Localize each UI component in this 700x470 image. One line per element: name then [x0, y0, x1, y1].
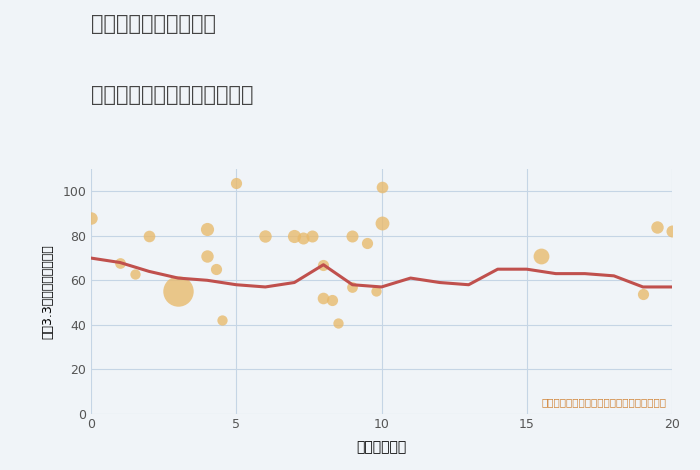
- Point: [318, 294, 329, 302]
- Point: [376, 219, 387, 226]
- Point: [376, 183, 387, 191]
- Point: [231, 179, 242, 186]
- Point: [370, 288, 382, 295]
- Point: [361, 239, 372, 246]
- Point: [666, 227, 678, 235]
- Point: [202, 226, 213, 233]
- Point: [289, 232, 300, 240]
- Point: [346, 283, 358, 291]
- Point: [114, 259, 126, 266]
- Point: [172, 288, 183, 295]
- Point: [318, 261, 329, 268]
- Point: [210, 266, 221, 273]
- Point: [326, 297, 337, 304]
- Point: [129, 270, 140, 277]
- Point: [202, 252, 213, 259]
- Point: [536, 252, 547, 259]
- Point: [638, 290, 649, 298]
- Point: [346, 232, 358, 240]
- Point: [260, 232, 271, 240]
- Point: [216, 316, 228, 324]
- Y-axis label: 坪（3.3㎡）単価（万円）: 坪（3.3㎡）単価（万円）: [41, 244, 54, 339]
- Text: 三重県松阪市阪内町の: 三重県松阪市阪内町の: [91, 14, 216, 34]
- Point: [85, 214, 97, 222]
- Text: 円の大きさは、取引のあった物件面積を示す: 円の大きさは、取引のあった物件面積を示す: [541, 397, 666, 407]
- X-axis label: 駅距離（分）: 駅距離（分）: [356, 440, 407, 454]
- Point: [652, 223, 663, 231]
- Point: [332, 319, 344, 326]
- Point: [306, 232, 317, 240]
- Point: [144, 232, 155, 240]
- Point: [298, 235, 309, 242]
- Text: 駅距離別中古マンション価格: 駅距離別中古マンション価格: [91, 85, 253, 105]
